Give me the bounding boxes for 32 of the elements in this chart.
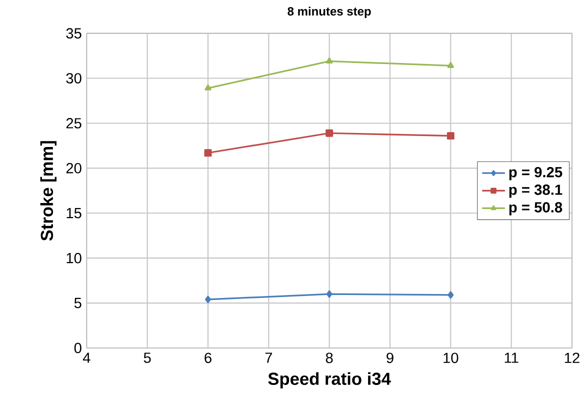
x-tick-label: 7 (265, 352, 272, 363)
x-tick-label: 8 (326, 352, 333, 364)
y-tick-label: 25 (66, 118, 82, 128)
point (447, 62, 454, 68)
x-tick-label: 12 (564, 352, 580, 363)
point (446, 132, 454, 140)
y-axis-title: Stroke [mm] (40, 141, 56, 241)
x-tick-label: 5 (144, 352, 151, 363)
legend-label: p = 38.1 (509, 184, 562, 198)
legend-label: p = 9.25 (509, 166, 562, 180)
x-tick-label: 10 (444, 352, 458, 364)
x-tick-label: 9 (386, 352, 394, 364)
point (448, 291, 454, 299)
y-tick-label: 30 (66, 73, 82, 84)
point (326, 290, 332, 298)
y-tick-label: 35 (66, 28, 82, 39)
point (326, 57, 333, 64)
point (326, 129, 334, 137)
x-tick-label: 6 (204, 352, 212, 364)
y-tick-label: 0 (74, 342, 82, 354)
point (204, 149, 212, 157)
chart-title: 8 minutes step (288, 6, 371, 18)
y-tick-label: 10 (66, 252, 82, 264)
legend-label: p = 50.8 (509, 202, 562, 216)
x-tick-label: 11 (504, 352, 518, 363)
y-tick-label: 5 (74, 298, 82, 308)
point (205, 296, 211, 304)
point (204, 84, 212, 90)
y-tick-label: 20 (66, 163, 82, 174)
x-axis-title: Speed ratio i34 (268, 372, 391, 388)
x-tick-label: 4 (82, 352, 90, 363)
y-tick-label: 15 (66, 208, 82, 218)
